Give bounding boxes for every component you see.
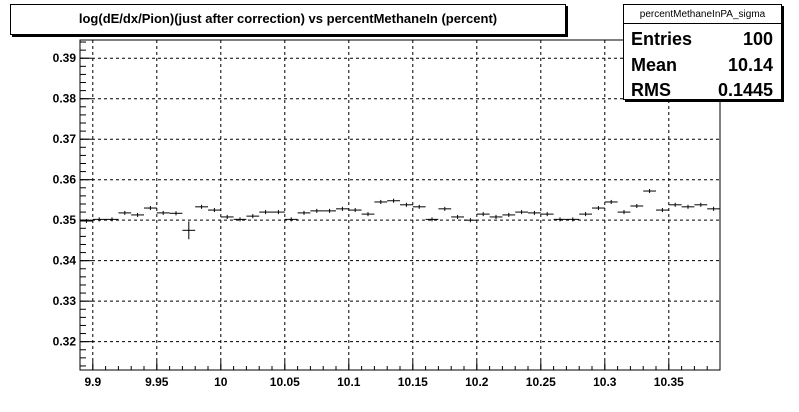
stats-row-mean: Mean 10.14 <box>631 53 773 78</box>
data-point <box>323 208 336 213</box>
data-point <box>643 189 656 194</box>
data-point <box>220 214 234 219</box>
y-tick-label: 0.35 <box>53 213 77 227</box>
chart-title: log(dE/dx/Pion)(just after correction) v… <box>78 11 498 26</box>
x-tick-label: 9.9 <box>84 375 101 389</box>
data-point <box>387 198 400 203</box>
data-point <box>451 214 464 219</box>
stats-mean-value: 10.14 <box>727 55 773 75</box>
stats-entries-value: 100 <box>742 29 773 49</box>
data-point <box>630 203 644 209</box>
data-point <box>425 217 439 222</box>
y-tick-label: 0.37 <box>53 132 77 146</box>
data-point <box>284 217 298 222</box>
data-point <box>272 210 285 215</box>
axis-ticks <box>79 41 721 370</box>
x-tick-label: 10.2 <box>465 375 489 389</box>
data-point <box>361 212 375 217</box>
x-tick-label: 9.95 <box>145 375 169 389</box>
stats-entries-label: Entries <box>631 29 693 49</box>
data-point <box>668 202 682 207</box>
data-point <box>400 202 413 207</box>
data-point <box>195 204 208 209</box>
title-box: log(dE/dx/Pion)(just after correction) v… <box>10 4 566 35</box>
tick-labels: 9.9 9.95 10 10.05 10.1 10.15 10.2 10.25 10.3 10.3… <box>53 51 684 389</box>
y-tick-label: 0.36 <box>53 173 77 187</box>
data-point <box>233 217 247 222</box>
x-tick-label: 10.25 <box>526 375 556 389</box>
data-point <box>182 221 196 240</box>
x-tick-label: 10.15 <box>398 375 428 389</box>
data-point <box>681 204 695 209</box>
y-tick-label: 0.39 <box>53 51 77 65</box>
data-point <box>80 218 93 224</box>
data-point <box>476 212 490 217</box>
data-point <box>656 208 669 213</box>
data-point <box>604 199 618 204</box>
data-point <box>92 217 106 222</box>
data-point <box>169 211 183 216</box>
x-tick-label: 10.05 <box>270 375 300 389</box>
data-point <box>412 204 426 209</box>
data-point <box>694 202 708 207</box>
data-point <box>348 208 362 213</box>
y-tick-label: 0.33 <box>53 294 77 308</box>
stats-rms-label: RMS <box>631 80 671 100</box>
data-point <box>259 210 272 215</box>
data-point <box>374 199 388 204</box>
x-tick-label: 10.1 <box>337 375 361 389</box>
data-point <box>489 214 503 219</box>
data-point <box>336 206 349 211</box>
stats-histogram-name: percentMethaneInPA_sigma <box>624 6 781 24</box>
stats-box: percentMethaneInPA_sigma Entries 100 Mea… <box>623 4 782 100</box>
data-point <box>131 212 144 217</box>
stats-rms-value: 0.1445 <box>717 80 773 100</box>
data-point <box>438 206 452 211</box>
data-points <box>80 189 720 240</box>
data-point <box>566 217 580 222</box>
data-point <box>707 206 720 211</box>
data-point <box>118 210 132 215</box>
stats-row-rms: RMS 0.1445 <box>631 78 773 103</box>
data-point <box>144 206 157 211</box>
stats-row-entries: Entries 100 <box>631 27 773 52</box>
data-point <box>592 206 605 211</box>
data-point <box>297 210 311 215</box>
stats-mean-label: Mean <box>631 55 678 75</box>
y-tick-label: 0.34 <box>53 254 77 268</box>
x-tick-label: 10.3 <box>593 375 617 389</box>
y-tick-label: 0.32 <box>53 335 77 349</box>
data-point <box>502 212 516 217</box>
data-point <box>617 210 631 215</box>
data-point <box>310 208 324 213</box>
data-point <box>579 212 592 217</box>
x-tick-label: 10 <box>214 375 228 389</box>
data-point <box>246 214 260 219</box>
data-point <box>105 217 119 222</box>
data-point <box>540 212 554 217</box>
grid-lines <box>80 40 720 370</box>
data-point <box>528 210 541 215</box>
x-tick-label: 10.35 <box>654 375 684 389</box>
data-point <box>464 218 477 223</box>
data-point <box>553 217 567 222</box>
data-point <box>156 210 170 215</box>
data-point <box>208 208 221 213</box>
data-point <box>515 210 528 215</box>
y-tick-label: 0.38 <box>53 92 77 106</box>
